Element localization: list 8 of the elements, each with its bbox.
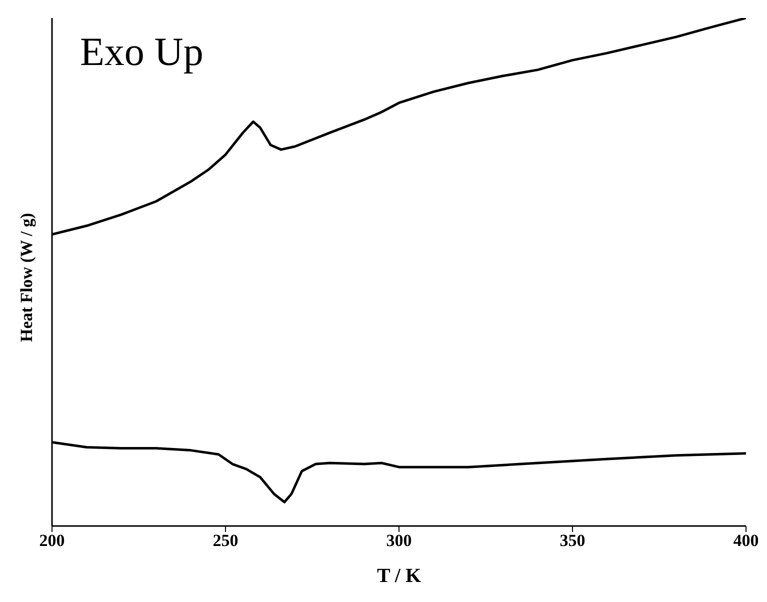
x-tick-label: 250 xyxy=(212,531,238,550)
annotation: Exo Up xyxy=(80,28,204,76)
x-tick-label: 350 xyxy=(560,531,586,550)
x-tick-label: 300 xyxy=(386,531,412,550)
x-axis-title: T / K xyxy=(376,565,422,587)
x-tick-label: 200 xyxy=(39,531,65,550)
y-axis-title: Heat Flow (W / g) xyxy=(17,212,36,342)
x-tick-label: 400 xyxy=(733,531,759,550)
